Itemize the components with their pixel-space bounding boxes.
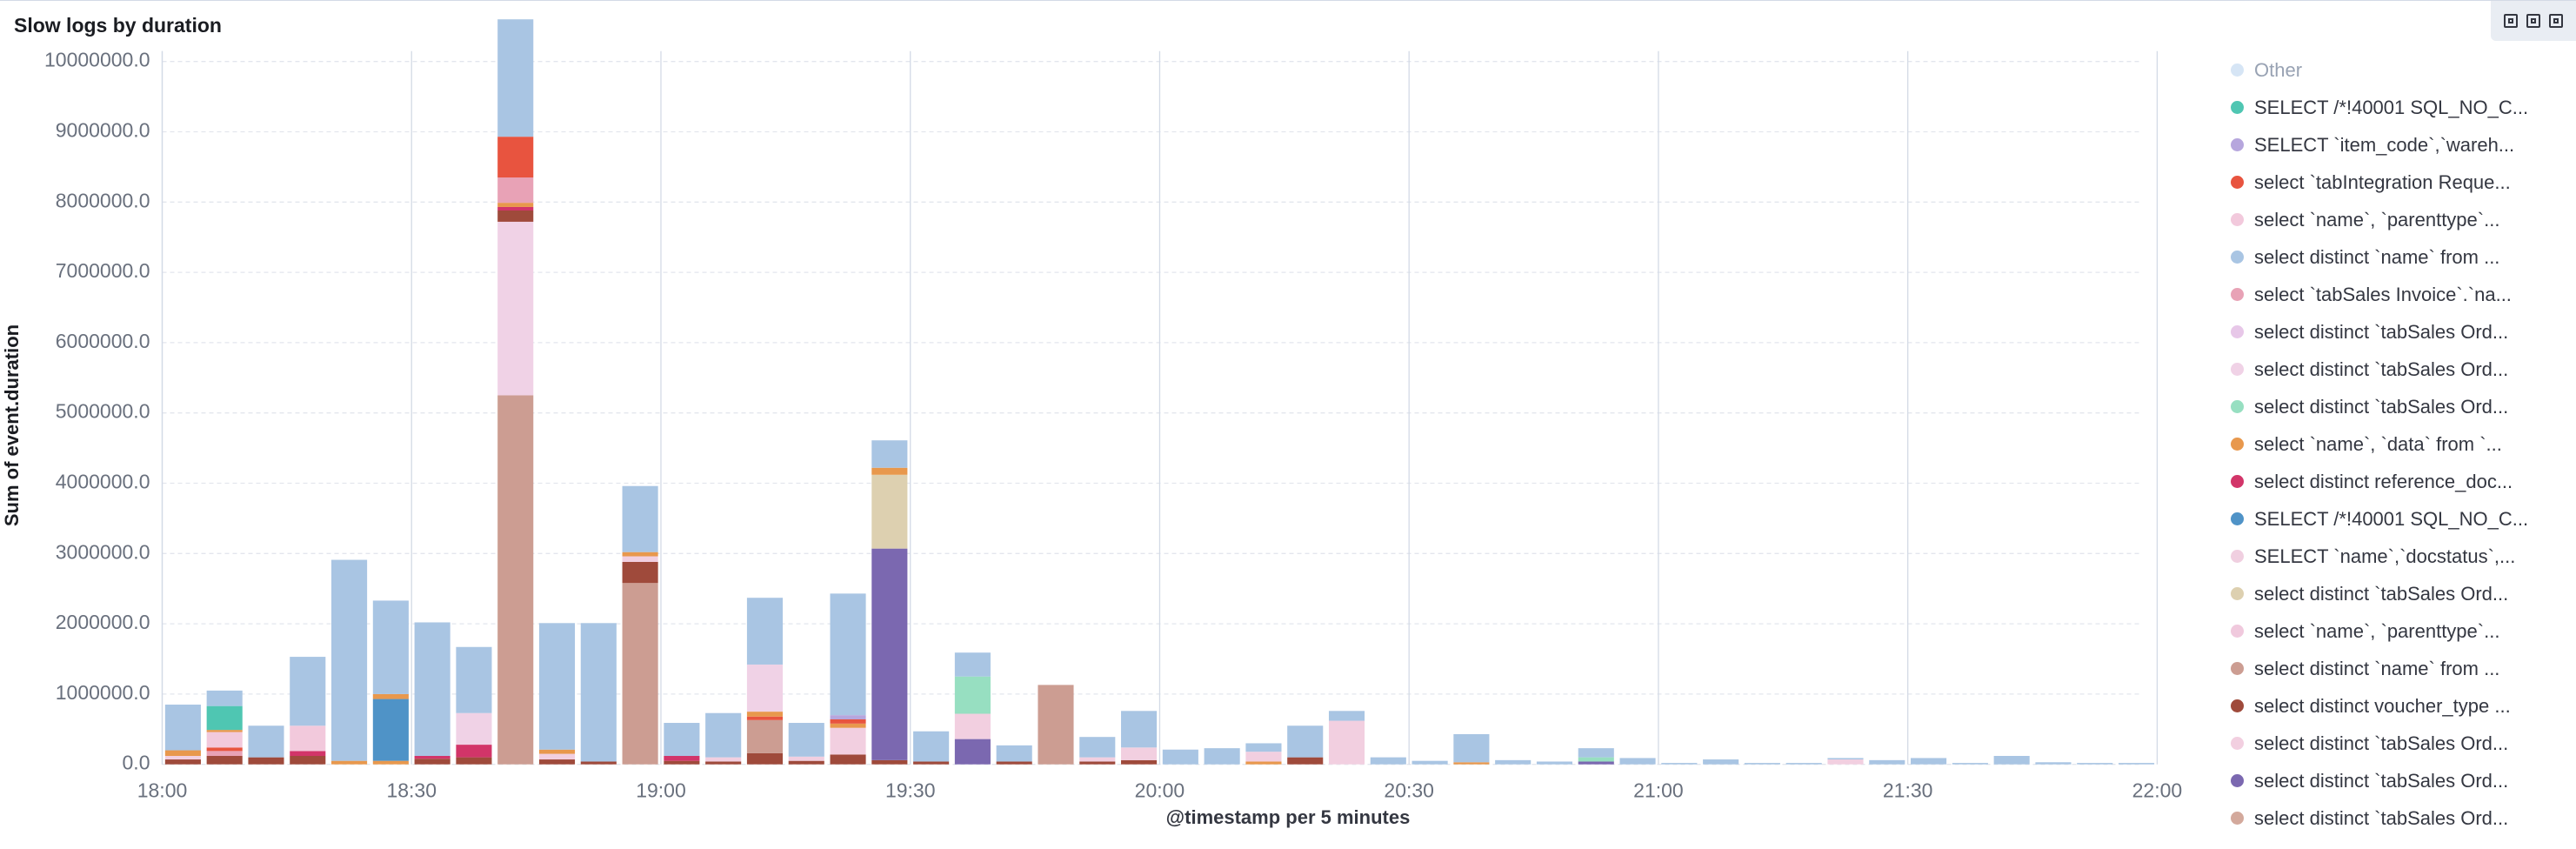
svg-text:19:00: 19:00 (636, 779, 686, 802)
svg-text:21:00: 21:00 (1633, 779, 1684, 802)
svg-text:19:30: 19:30 (885, 779, 936, 802)
svg-text:5000000.0: 5000000.0 (56, 400, 150, 423)
svg-text:10000000.0: 10000000.0 (44, 49, 150, 71)
svg-text:22:00: 22:00 (2132, 779, 2183, 802)
svg-text:2000000.0: 2000000.0 (56, 611, 150, 633)
svg-text:18:00: 18:00 (137, 779, 188, 802)
svg-text:21:30: 21:30 (1883, 779, 1933, 802)
svg-text:3000000.0: 3000000.0 (56, 540, 150, 563)
svg-text:20:00: 20:00 (1135, 779, 1185, 802)
svg-text:9000000.0: 9000000.0 (56, 119, 150, 142)
svg-text:8000000.0: 8000000.0 (56, 189, 150, 211)
svg-text:1000000.0: 1000000.0 (56, 681, 150, 704)
svg-text:20:30: 20:30 (1384, 779, 1434, 802)
svg-text:18:30: 18:30 (386, 779, 437, 802)
svg-text:4000000.0: 4000000.0 (56, 471, 150, 493)
svg-text:6000000.0: 6000000.0 (56, 330, 150, 352)
svg-text:0.0: 0.0 (123, 752, 150, 774)
svg-text:7000000.0: 7000000.0 (56, 259, 150, 282)
